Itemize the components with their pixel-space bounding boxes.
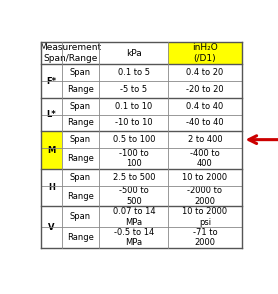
Bar xyxy=(62,169,100,186)
Text: L*: L* xyxy=(47,110,56,119)
Text: kPa: kPa xyxy=(126,49,142,58)
Text: 10 to 2000: 10 to 2000 xyxy=(182,173,227,182)
Bar xyxy=(41,64,62,98)
Bar xyxy=(100,114,168,131)
Text: -0.5 to 14
MPa: -0.5 to 14 MPa xyxy=(114,228,154,247)
Bar xyxy=(168,206,242,227)
Text: -20 to 20: -20 to 20 xyxy=(186,85,224,94)
Bar xyxy=(168,98,242,114)
Text: Span: Span xyxy=(70,135,91,144)
Bar xyxy=(62,206,100,227)
Text: 2.5 to 500: 2.5 to 500 xyxy=(113,173,155,182)
Bar xyxy=(168,148,242,169)
Bar xyxy=(62,131,100,148)
Bar xyxy=(100,81,168,98)
Bar xyxy=(62,114,100,131)
Bar xyxy=(168,227,242,248)
Text: Range: Range xyxy=(67,85,94,94)
Bar xyxy=(41,131,62,169)
Text: -500 to
500: -500 to 500 xyxy=(119,186,149,206)
Bar xyxy=(62,98,100,114)
Text: Measurement
Span/Range: Measurement Span/Range xyxy=(39,44,101,63)
Text: Range: Range xyxy=(67,233,94,242)
Text: -40 to 40: -40 to 40 xyxy=(186,118,224,127)
Bar xyxy=(62,227,100,248)
Text: 0.1 to 10: 0.1 to 10 xyxy=(115,102,152,111)
Bar xyxy=(100,206,168,227)
Text: Span: Span xyxy=(70,173,91,182)
Text: M: M xyxy=(47,146,56,155)
Bar xyxy=(62,186,100,206)
Bar xyxy=(41,98,62,131)
Text: 0.4 to 20: 0.4 to 20 xyxy=(186,68,224,77)
Bar xyxy=(168,114,242,131)
Bar xyxy=(168,169,242,186)
Bar xyxy=(168,42,242,64)
Text: Range: Range xyxy=(67,154,94,163)
Text: H: H xyxy=(48,183,55,192)
Text: Range: Range xyxy=(67,118,94,127)
Bar xyxy=(100,227,168,248)
Text: 0.4 to 40: 0.4 to 40 xyxy=(186,102,224,111)
Bar xyxy=(100,131,168,148)
Text: Span: Span xyxy=(70,68,91,77)
Bar xyxy=(62,148,100,169)
Text: inH₂O
(/D1): inH₂O (/D1) xyxy=(192,44,218,63)
Text: F*: F* xyxy=(46,76,56,86)
Bar xyxy=(100,64,168,81)
Bar xyxy=(62,64,100,81)
Text: -100 to
100: -100 to 100 xyxy=(119,149,149,168)
Text: 10 to 2000
psi: 10 to 2000 psi xyxy=(182,207,227,227)
Bar xyxy=(100,98,168,114)
Bar xyxy=(100,169,168,186)
Bar xyxy=(168,131,242,148)
Bar xyxy=(41,206,62,248)
Bar xyxy=(41,169,62,206)
Text: 0.5 to 100: 0.5 to 100 xyxy=(113,135,155,144)
Text: 0.1 to 5: 0.1 to 5 xyxy=(118,68,150,77)
Text: -71 to
2000: -71 to 2000 xyxy=(193,228,217,247)
Text: 0.07 to 14
MPa: 0.07 to 14 MPa xyxy=(113,207,155,227)
Bar xyxy=(100,186,168,206)
Bar xyxy=(168,186,242,206)
Bar xyxy=(168,64,242,81)
Text: Span: Span xyxy=(70,212,91,221)
Text: Span: Span xyxy=(70,102,91,111)
Text: 2 to 400: 2 to 400 xyxy=(188,135,222,144)
Text: -10 to 10: -10 to 10 xyxy=(115,118,153,127)
Bar xyxy=(100,42,168,64)
Text: Range: Range xyxy=(67,191,94,201)
Text: -5 to 5: -5 to 5 xyxy=(120,85,147,94)
Bar xyxy=(62,81,100,98)
Bar xyxy=(168,81,242,98)
Bar xyxy=(41,42,100,64)
Text: V: V xyxy=(48,223,55,232)
Bar xyxy=(100,148,168,169)
Text: -400 to
400: -400 to 400 xyxy=(190,149,220,168)
Text: -2000 to
2000: -2000 to 2000 xyxy=(187,186,222,206)
